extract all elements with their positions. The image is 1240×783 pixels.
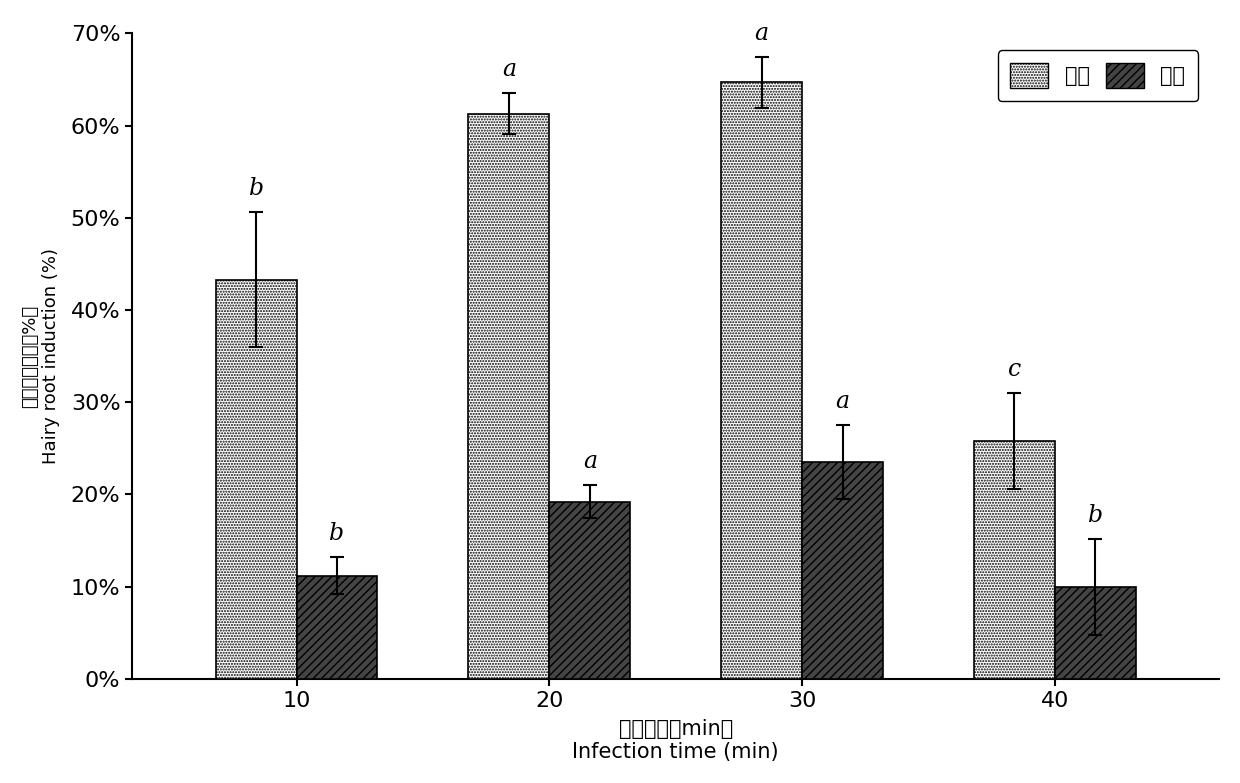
X-axis label: 侵染时间（min）
Infection time (min): 侵染时间（min） Infection time (min) [573,719,779,762]
Text: a: a [502,59,516,81]
Bar [549,502,630,679]
Text: b: b [1087,503,1102,527]
Y-axis label: 毛状根诱导率（%）
Hairy root induction (%): 毛状根诱导率（%） Hairy root induction (%) [21,248,60,464]
Bar [802,462,883,679]
Bar [296,576,377,679]
Text: b: b [330,522,345,545]
Legend: 黑暗, 光照: 黑暗, 光照 [998,50,1198,101]
Text: a: a [836,390,849,413]
Text: a: a [583,450,596,473]
Bar [973,441,1055,679]
Bar [1055,586,1136,679]
Text: b: b [248,178,264,200]
Bar [216,280,296,679]
Bar [469,114,549,679]
Bar [722,82,802,679]
Text: c: c [1008,358,1021,381]
Text: a: a [755,22,769,45]
